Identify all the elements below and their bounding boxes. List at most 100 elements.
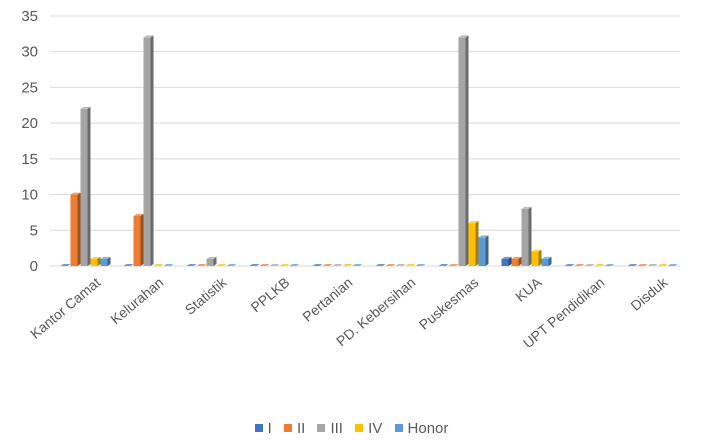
x-category-label: Statistik	[182, 273, 231, 317]
gridlines	[50, 15, 680, 267]
bar-i-top	[564, 264, 575, 266]
bar-honor	[100, 256, 111, 267]
bar-honor-top	[226, 264, 237, 266]
bar-i	[438, 264, 449, 267]
bar-ii-top	[637, 264, 648, 266]
bar-iv-front	[531, 251, 539, 267]
bar-honor-top	[352, 264, 363, 266]
y-tick-label: 20	[21, 115, 38, 132]
bar-honor-top	[478, 235, 489, 238]
bar-iii-top	[521, 206, 532, 209]
bar-iv-front	[468, 223, 476, 267]
bar-iii	[521, 206, 532, 267]
bar-iv-top	[594, 264, 605, 266]
bar-honor-top	[163, 264, 174, 266]
bar-ii	[385, 264, 396, 267]
y-axis: 0 5 10 15 20 25 30 35	[21, 8, 38, 275]
x-category-label: Kelurahan	[107, 274, 166, 327]
bar-iii-side	[528, 206, 532, 266]
bar-honor-top	[415, 264, 426, 266]
bar-ii	[133, 214, 144, 267]
bar-ii	[196, 264, 207, 267]
bar-i-top	[627, 264, 638, 266]
legend-swatch-honor	[394, 424, 403, 432]
bar-iii-front	[80, 108, 88, 267]
y-tick-label: 0	[30, 258, 38, 275]
bar-i	[312, 264, 323, 267]
bar-i	[249, 264, 260, 267]
bar-iv-top	[405, 264, 416, 266]
bar-honor-top	[667, 264, 678, 266]
bar-ii	[448, 264, 459, 267]
bar-honor-front	[478, 237, 486, 267]
y-tick-label: 30	[21, 44, 38, 61]
bar-iii-top	[647, 264, 658, 266]
bar-honor-top	[100, 256, 111, 259]
bar-ii-side	[77, 192, 81, 266]
bar-honor-side	[548, 256, 552, 266]
bar-iv	[216, 264, 227, 267]
bar-ii-side	[140, 214, 144, 266]
legend-label-iv: IV	[368, 420, 383, 437]
bar-honor	[226, 264, 237, 267]
bar-iii-top	[395, 264, 406, 266]
bar-iii-top	[269, 264, 280, 266]
bar-iii	[269, 264, 280, 267]
bar-iv-top	[468, 221, 479, 224]
bar-iii	[143, 35, 154, 267]
bar-iii	[395, 264, 406, 267]
legend-item-iv: IV	[355, 420, 382, 438]
bar-ii-top	[259, 264, 270, 266]
bar-iii-top	[584, 264, 595, 266]
bar-ii-top	[196, 264, 207, 266]
bar-iii-side	[87, 106, 91, 266]
bar-honor	[289, 264, 300, 267]
bar-iv	[90, 256, 101, 267]
bar-ii-top	[448, 264, 459, 266]
bar-iii-front	[521, 208, 529, 267]
bar-honor-side	[485, 235, 489, 266]
legend-label-honor: Honor	[407, 420, 449, 437]
bar-iv	[657, 264, 668, 267]
bar-iii	[80, 106, 91, 267]
bar-iii-top	[458, 35, 469, 38]
bar-honor-top	[289, 264, 300, 266]
bar-iii-top	[80, 106, 91, 109]
y-tick-label: 25	[21, 79, 38, 96]
bar-iii-top	[143, 35, 154, 38]
bar-i-top	[312, 264, 323, 266]
bar-iii	[458, 35, 469, 267]
y-tick-label: 35	[21, 8, 38, 25]
bar-honor-front	[541, 258, 549, 267]
bars	[60, 35, 678, 267]
legend: I II III IV Honor	[0, 420, 703, 438]
bar-honor	[352, 264, 363, 267]
bar-ii	[574, 264, 585, 267]
bar-honor	[415, 264, 426, 267]
bar-ii-front	[70, 194, 78, 267]
bar-iv-side	[475, 221, 479, 266]
legend-swatch-iv	[355, 424, 364, 432]
bar-ii	[70, 192, 81, 267]
bar-iv-top	[216, 264, 227, 266]
legend-item-ii: II	[283, 420, 305, 438]
bar-i	[627, 264, 638, 267]
bar-iii-front	[458, 37, 466, 267]
bar-iv	[594, 264, 605, 267]
bar-i	[60, 264, 71, 267]
bar-i	[564, 264, 575, 267]
bar-iv-top	[153, 264, 164, 266]
bar-ii-top	[70, 192, 81, 195]
bar-honor-side	[107, 256, 111, 266]
bar-iv-top	[531, 249, 542, 252]
bar-honor-top	[541, 256, 552, 259]
bar-iv-top	[342, 264, 353, 266]
bar-i-top	[438, 264, 449, 266]
bar-iv	[405, 264, 416, 267]
bar-iv-side	[538, 249, 542, 266]
bar-iii	[584, 264, 595, 267]
bar-i	[123, 264, 134, 267]
bar-iii-side	[465, 35, 469, 266]
bar-ii	[511, 256, 522, 267]
